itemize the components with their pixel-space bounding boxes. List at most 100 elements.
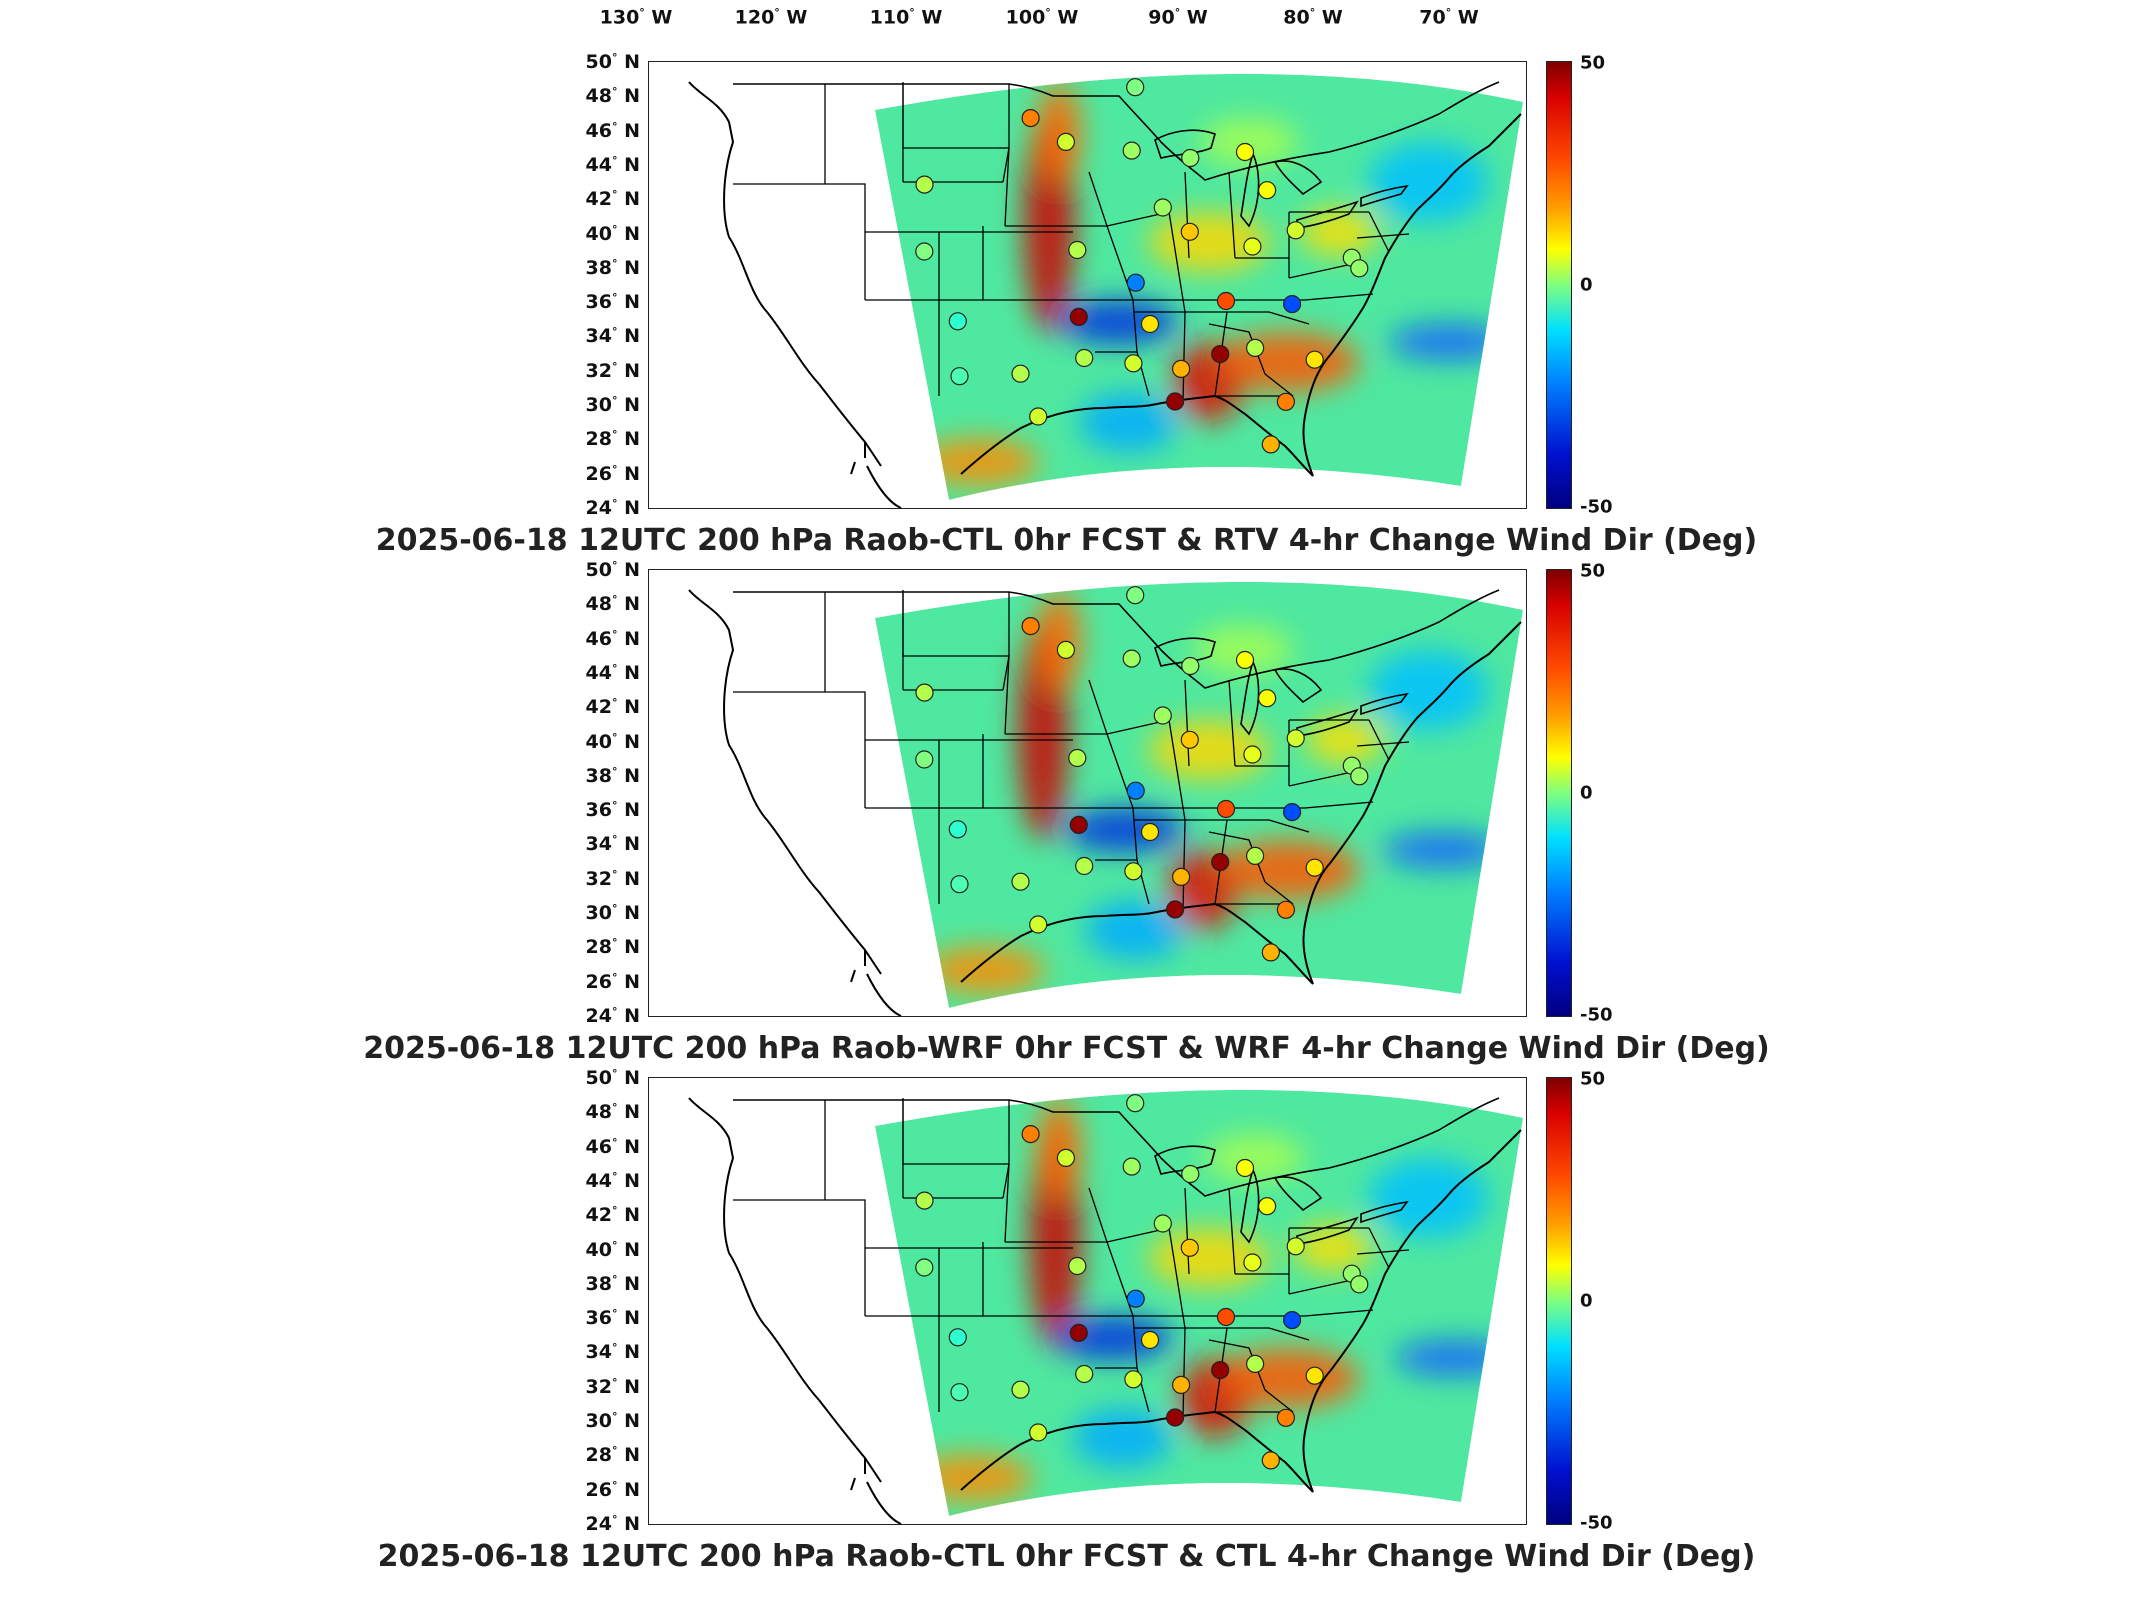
- colorbar-tick-label: -50: [1580, 1004, 1613, 1026]
- raob-station-marker: [1069, 815, 1088, 834]
- latitude-hemisphere: N: [617, 1067, 640, 1090]
- latitude-hemisphere: N: [617, 867, 640, 890]
- great-lakes: [1154, 637, 1409, 737]
- panel-title: 2025-06-18 12UTC 200 hPa Raob-CTL 0hr FC…: [377, 1539, 1756, 1574]
- latitude-degree: 44: [585, 154, 612, 177]
- raob-station-marker: [1350, 1275, 1369, 1294]
- raob-station-marker: [1245, 1354, 1265, 1373]
- raob-station-marker: [1276, 1408, 1296, 1427]
- longitude-hemisphere: W: [1180, 6, 1208, 29]
- raob-station-marker: [1126, 1289, 1145, 1308]
- longitude-label: 70° W: [1419, 6, 1479, 29]
- latitude-label: 48° N: [585, 1101, 640, 1124]
- raob-station-marker: [1124, 354, 1143, 373]
- raob-station-marker: [1276, 392, 1296, 411]
- latitude-degree: 46: [585, 627, 612, 650]
- latitude-hemisphere: N: [617, 428, 640, 451]
- raob-station-marker: [1216, 799, 1236, 819]
- latitude-hemisphere: N: [617, 462, 640, 485]
- raob-station-marker: [1056, 640, 1075, 660]
- state-border: [1228, 679, 1236, 767]
- colorbar-tick-label: 0: [1580, 1290, 1593, 1312]
- state-border: [1168, 719, 1186, 821]
- raob-station-marker: [1180, 222, 1199, 241]
- state-border: [1356, 233, 1410, 239]
- state-border: [1182, 1327, 1186, 1419]
- raob-station-marker: [950, 367, 969, 386]
- raob-stations: [915, 586, 1369, 962]
- state-border: [902, 590, 1009, 657]
- latitude-label: 42° N: [585, 1204, 640, 1227]
- state-border: [1184, 1187, 1190, 1275]
- raob-station-marker: [1124, 862, 1143, 881]
- latitude-label: 44° N: [585, 661, 640, 685]
- state-border: [1182, 311, 1186, 403]
- latitude-hemisphere: N: [617, 1513, 640, 1536]
- state-border: [1264, 881, 1294, 905]
- latitude-hemisphere: N: [617, 593, 640, 616]
- raob-station-marker: [1243, 237, 1262, 256]
- latitude-label: 26° N: [585, 1478, 640, 1501]
- latitude-label: 50° N: [585, 1066, 640, 1090]
- raob-station-marker: [1075, 348, 1094, 368]
- latitude-label: 28° N: [585, 936, 640, 959]
- raob-station-marker: [1245, 338, 1265, 357]
- raob-station-marker: [1305, 350, 1324, 369]
- state-border: [1168, 1227, 1186, 1329]
- latitude-label: 40° N: [585, 1238, 640, 1261]
- coastline: [850, 1458, 902, 1524]
- latitude-hemisphere: N: [617, 765, 640, 788]
- latitude-hemisphere: N: [617, 730, 640, 753]
- field-anomaly-region: [1149, 1228, 1269, 1288]
- raob-station-marker: [1153, 1214, 1172, 1233]
- raob-station-marker: [1075, 856, 1094, 876]
- raob-station-marker: [1153, 198, 1172, 217]
- latitude-hemisphere: N: [617, 291, 640, 314]
- raob-station-marker: [1021, 108, 1040, 128]
- latitude-label: 44° N: [585, 153, 640, 177]
- raob-station-marker: [1171, 867, 1191, 886]
- longitude-degree: 80: [1283, 6, 1310, 29]
- latitude-hemisphere: N: [617, 154, 640, 177]
- field-anomaly-region: [1037, 1098, 1081, 1198]
- panel-title: 2025-06-18 12UTC 200 hPa Raob-WRF 0hr FC…: [363, 1031, 1770, 1066]
- latitude-degree: 38: [585, 257, 612, 280]
- latitude-label: 26° N: [585, 970, 640, 993]
- state-border: [1184, 171, 1190, 259]
- longitude-hemisphere: W: [644, 6, 673, 29]
- state-border: [1368, 211, 1390, 253]
- longitude-degree: 100: [1005, 6, 1046, 29]
- wind-direction-change-field: [875, 581, 1523, 1008]
- field-anomaly-region: [1037, 590, 1081, 690]
- map-plot-area: [648, 61, 1527, 509]
- raob-station-marker: [1068, 1256, 1087, 1276]
- latitude-hemisphere: N: [617, 936, 640, 959]
- wind-direction-change-field: [875, 1089, 1523, 1516]
- latitude-degree: 32: [585, 359, 612, 382]
- latitude-label: 28° N: [585, 1444, 640, 1467]
- latitude-hemisphere: N: [617, 325, 640, 348]
- raob-station-marker: [915, 1258, 934, 1277]
- great-lakes: [1154, 129, 1409, 229]
- colorbar-tick-label: 0: [1580, 782, 1593, 804]
- longitude-hemisphere: W: [1050, 6, 1079, 29]
- great-lakes: [1154, 1145, 1409, 1245]
- field-anomaly-region: [1369, 650, 1489, 730]
- raob-station-marker: [1243, 745, 1262, 764]
- colorbar: [1546, 61, 1572, 509]
- raob-station-marker: [1165, 900, 1185, 919]
- raob-station-marker: [1286, 221, 1305, 240]
- latitude-hemisphere: N: [617, 394, 640, 417]
- state-border: [1208, 831, 1266, 883]
- latitude-label: 48° N: [585, 85, 640, 108]
- raob-station-marker: [1282, 1311, 1302, 1330]
- field-anomaly-region: [1149, 212, 1269, 272]
- raob-station-marker: [915, 683, 934, 702]
- raob-station-marker: [1011, 872, 1030, 891]
- latitude-label: 30° N: [585, 901, 640, 925]
- latitude-hemisphere: N: [617, 85, 640, 108]
- raob-station-marker: [1282, 295, 1302, 314]
- raob-station-marker: [1126, 781, 1145, 800]
- raob-station-marker: [1124, 1370, 1143, 1389]
- latitude-degree: 30: [585, 902, 612, 925]
